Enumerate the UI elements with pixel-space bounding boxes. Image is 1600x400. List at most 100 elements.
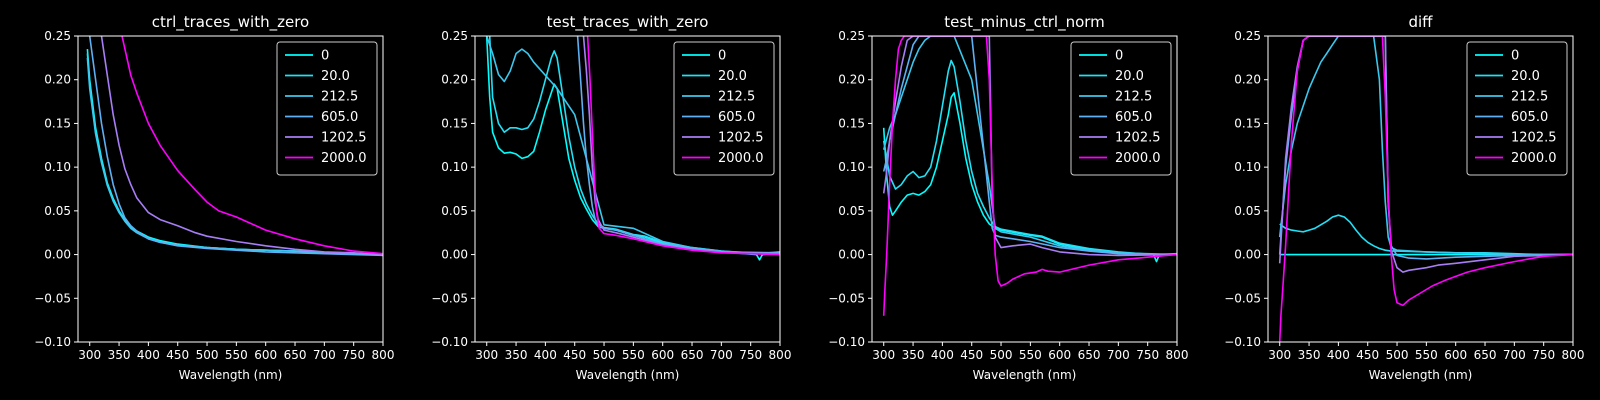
legend-entry: 20.0 <box>321 69 350 84</box>
legend-entry: 605.0 <box>718 110 755 125</box>
x-tick-label: 400 <box>1327 348 1350 362</box>
x-tick-label: 300 <box>872 348 895 362</box>
x-tick-label: 450 <box>563 348 586 362</box>
chart-panel-1: ctrl_traces_with_zero 300 350 400 450 500 550 6… <box>34 13 394 382</box>
y-tick-label: 0.10 <box>1234 160 1261 174</box>
y-tick-label: −0.05 <box>1224 291 1261 305</box>
y-tick-label: 0.15 <box>1234 116 1261 130</box>
x-tick-label: 800 <box>769 348 792 362</box>
legend-entry: 20.0 <box>1511 69 1540 84</box>
y-tick-label: 0.10 <box>441 160 468 174</box>
x-tick-label: 750 <box>739 348 762 362</box>
legend: 0 20.0 212.5 605.0 1202.5 2000.0 <box>276 41 378 176</box>
chart-panel-2: test_traces_with_zero 300 350 400 450 500 550 6… <box>431 13 791 382</box>
legend-entry: 605.0 <box>1511 110 1548 125</box>
legend-entry: 1202.5 <box>1511 131 1557 146</box>
x-tick-label: 550 <box>225 348 248 362</box>
x-tick-label: 350 <box>108 348 131 362</box>
legend: 0 20.0 212.5 605.0 1202.5 2000.0 <box>1070 41 1172 176</box>
series-line-212.5 <box>1278 36 1573 256</box>
x-axis-label: Wavelength (nm) <box>179 368 283 382</box>
x-tick-label: 800 <box>1166 348 1189 362</box>
x-tick-label: 500 <box>1386 348 1409 362</box>
x-tick-label: 350 <box>902 348 925 362</box>
y-tick-label: −0.10 <box>828 335 865 349</box>
x-tick-label: 650 <box>1078 348 1101 362</box>
chart-title: ctrl_traces_with_zero <box>152 13 309 32</box>
legend-entry: 605.0 <box>1115 110 1152 125</box>
x-tick-label: 550 <box>1019 348 1042 362</box>
y-tick-label: 0.25 <box>44 29 71 43</box>
legend-entry: 1202.5 <box>1115 131 1161 146</box>
x-axis-label: Wavelength (nm) <box>973 368 1077 382</box>
y-tick-label: 0.25 <box>441 29 468 43</box>
y-tick-label: 0.15 <box>838 116 865 130</box>
x-tick-label: 700 <box>1503 348 1526 362</box>
y-tick-label: 0.00 <box>838 248 865 262</box>
legend-entry: 1202.5 <box>321 131 367 146</box>
legend-entry: 605.0 <box>321 110 358 125</box>
axes-frame <box>1267 35 1574 343</box>
y-tick-label: −0.05 <box>431 291 468 305</box>
chart-title: test_traces_with_zero <box>547 13 709 32</box>
series-line-0 <box>882 92 1177 263</box>
y-tick-label: 0.15 <box>44 116 71 130</box>
series-line-605.0 <box>88 36 383 257</box>
y-tick-label: 0.15 <box>441 116 468 130</box>
series-group <box>882 36 1177 316</box>
chart-panel-4: diff 300 350 400 450 500 550 600 650 700 750 800 −0.… <box>1224 13 1584 382</box>
x-axis-label: Wavelength (nm) <box>1369 368 1473 382</box>
legend: 0 20.0 212.5 605.0 1202.5 2000.0 <box>1466 41 1568 176</box>
x-tick-label: 300 <box>1268 348 1291 362</box>
y-tick-label: −0.10 <box>1224 335 1261 349</box>
x-tick-label: 800 <box>372 348 395 362</box>
x-tick-label: 600 <box>254 348 277 362</box>
series-line-605.0 <box>882 36 1177 256</box>
x-tick-label: 500 <box>593 348 616 362</box>
x-tick-label: 700 <box>1107 348 1130 362</box>
x-tick-label: 550 <box>1415 348 1438 362</box>
series-group <box>86 36 383 257</box>
series-line-20.0 <box>488 36 780 255</box>
y-tick-label: −0.10 <box>431 335 468 349</box>
x-tick-label: 600 <box>1444 348 1467 362</box>
legend-entry: 0 <box>321 49 329 64</box>
axes-frame <box>77 35 384 343</box>
legend-entry: 0 <box>718 49 726 64</box>
series-line-1202.5 <box>100 36 383 256</box>
legend-entry: 2000.0 <box>1115 151 1161 166</box>
legend-entry: 212.5 <box>1511 90 1548 105</box>
y-tick-label: 0.20 <box>838 73 865 87</box>
x-axis-label: Wavelength (nm) <box>576 368 680 382</box>
legend-entry: 2000.0 <box>718 151 764 166</box>
series-line-2000.0 <box>1278 36 1573 342</box>
x-tick-label: 550 <box>622 348 645 362</box>
y-tick-label: 0.00 <box>441 248 468 262</box>
y-tick-label: 0.05 <box>441 204 468 218</box>
x-tick-label: 800 <box>1562 348 1585 362</box>
series-line-1202.5 <box>582 36 780 255</box>
axes-frame <box>474 35 781 343</box>
x-tick-label: 400 <box>931 348 954 362</box>
y-tick-label: 0.10 <box>838 160 865 174</box>
legend-entry: 2000.0 <box>321 151 367 166</box>
x-tick-label: 600 <box>1048 348 1071 362</box>
series-line-2000.0 <box>882 36 1177 316</box>
y-tick-label: 0.25 <box>1234 29 1261 43</box>
y-tick-label: −0.05 <box>34 291 71 305</box>
x-tick-label: 650 <box>284 348 307 362</box>
legend-entry: 0 <box>1115 49 1123 64</box>
chart-title: test_minus_ctrl_norm <box>944 13 1105 32</box>
x-tick-label: 300 <box>78 348 101 362</box>
x-tick-label: 750 <box>1532 348 1555 362</box>
x-tick-label: 400 <box>534 348 557 362</box>
x-tick-label: 700 <box>313 348 336 362</box>
x-tick-label: 450 <box>166 348 189 362</box>
x-tick-label: 300 <box>475 348 498 362</box>
legend-entry: 212.5 <box>321 90 358 105</box>
y-tick-label: 0.05 <box>1234 204 1261 218</box>
series-line-20.0 <box>882 59 1177 256</box>
axes-frame <box>871 35 1178 343</box>
